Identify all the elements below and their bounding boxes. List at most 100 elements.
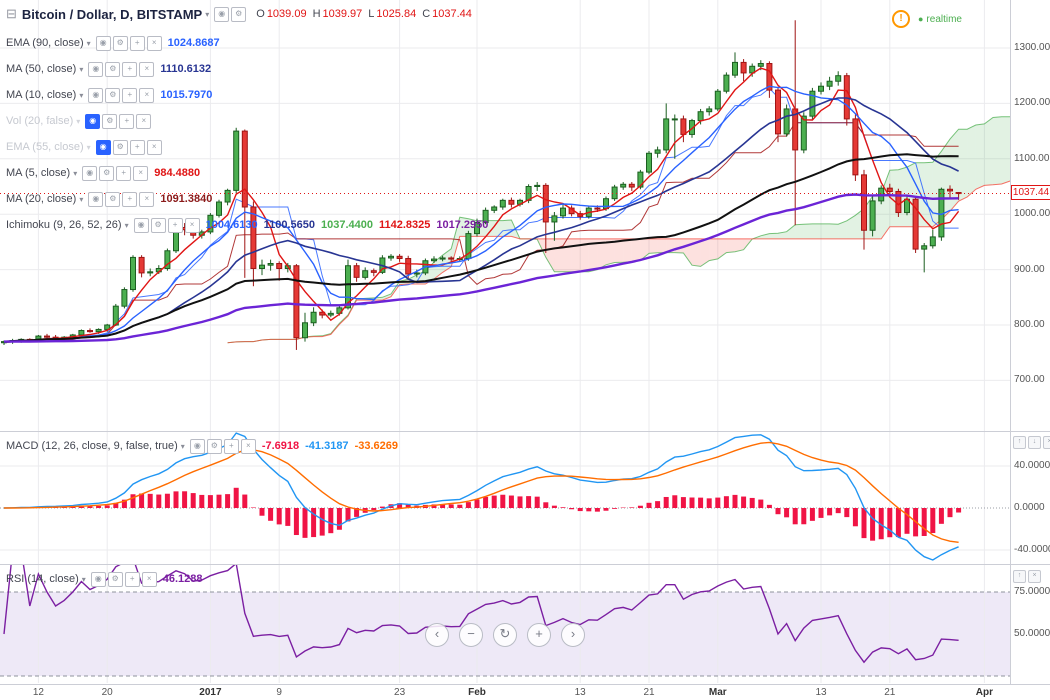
- pane-close-button[interactable]: ×: [1028, 570, 1041, 583]
- pane-divider[interactable]: [0, 564, 1050, 565]
- scroll-right-button[interactable]: ›: [561, 623, 585, 647]
- indicator-label[interactable]: Vol (20, false): [6, 115, 74, 127]
- eye-icon-button[interactable]: ◉: [189, 438, 205, 454]
- eye-icon-button[interactable]: ◉: [214, 6, 230, 22]
- chevron-down-icon[interactable]: ▾: [76, 116, 81, 126]
- pane-move-up-button[interactable]: ↑: [1013, 570, 1026, 583]
- scroll-left-button[interactable]: ‹: [425, 623, 449, 647]
- pane-move-down-button[interactable]: ↓: [1028, 436, 1041, 449]
- close-icon-button[interactable]: ×: [141, 571, 157, 587]
- eye-icon-button[interactable]: ◉: [88, 87, 104, 103]
- eye-icon-button[interactable]: ◉: [88, 191, 104, 207]
- zoom-out-button[interactable]: −: [459, 623, 483, 647]
- settings-icon-button[interactable]: ⚙: [105, 87, 121, 103]
- add-icon-button[interactable]: +: [122, 191, 138, 207]
- add-icon-button[interactable]: +: [167, 217, 183, 233]
- indicator-value: 1017.2950: [436, 219, 489, 231]
- zoom-in-button[interactable]: +: [527, 623, 551, 647]
- close-icon-button[interactable]: ×: [139, 87, 155, 103]
- add-icon-button[interactable]: +: [129, 35, 145, 51]
- chevron-down-icon[interactable]: ▾: [180, 441, 185, 451]
- rsi-pane-buttons: ↑ ×: [1013, 570, 1043, 583]
- indicator-label[interactable]: MA (20, close): [6, 193, 77, 205]
- open-label: O: [256, 8, 265, 20]
- indicator-label[interactable]: Ichimoku (9, 26, 52, 26): [6, 219, 122, 231]
- add-icon-button[interactable]: +: [122, 61, 138, 77]
- indicator-row: EMA (90, close) ▾ ◉ ⚙ + × 1024.8687: [6, 34, 488, 52]
- indicator-row: EMA (55, close) ▾ ◉ ⚙ + ×: [6, 138, 488, 156]
- indicator-label[interactable]: EMA (55, close): [6, 141, 84, 153]
- settings-icon-button[interactable]: ⚙: [231, 6, 247, 22]
- close-icon-button[interactable]: ×: [136, 113, 152, 129]
- add-icon-button[interactable]: +: [129, 139, 145, 155]
- indicator-row: Ichimoku (9, 26, 52, 26) ▾ ◉ ⚙ + × 1004.6130 11…: [6, 216, 488, 234]
- close-icon-button[interactable]: ×: [139, 191, 155, 207]
- reset-chart-button[interactable]: ↻: [493, 623, 517, 647]
- eye-icon-button[interactable]: ◉: [95, 139, 111, 155]
- indicator-label[interactable]: MACD (12, 26, close, 9, false, true): [6, 440, 178, 452]
- macd-chart-canvas[interactable]: [0, 432, 1010, 564]
- pane-move-up-button[interactable]: ↑: [1013, 436, 1026, 449]
- settings-icon-button[interactable]: ⚙: [105, 61, 121, 77]
- chevron-down-icon[interactable]: ▾: [124, 220, 129, 230]
- add-icon-button[interactable]: +: [119, 113, 135, 129]
- settings-icon-button[interactable]: ⚙: [102, 113, 118, 129]
- price-tick-label: 900.00: [1014, 263, 1045, 275]
- settings-icon-button[interactable]: ⚙: [112, 35, 128, 51]
- indicator-label[interactable]: RSI (14, close): [6, 573, 79, 585]
- price-axis[interactable]: 1300.00 1200.00 1100.00 1000.00 900.00 800.00…: [1010, 0, 1050, 684]
- close-value: 1037.44: [432, 8, 472, 20]
- price-chart-canvas[interactable]: [0, 0, 1010, 431]
- chevron-down-icon[interactable]: ▾: [86, 38, 91, 48]
- chevron-down-icon[interactable]: ▾: [81, 574, 86, 584]
- indicator-label[interactable]: MA (50, close): [6, 63, 77, 75]
- close-icon-button[interactable]: ×: [184, 217, 200, 233]
- chart-layout-icon[interactable]: ⊟: [6, 6, 17, 21]
- chevron-down-icon[interactable]: ▾: [79, 194, 84, 204]
- last-price-tag: 1037.44: [1011, 185, 1050, 201]
- add-icon-button[interactable]: +: [223, 438, 239, 454]
- eye-icon-button[interactable]: ◉: [95, 35, 111, 51]
- chevron-down-icon[interactable]: ▾: [79, 90, 84, 100]
- rsi-pane[interactable]: RSI (14, close) ▾ ◉ ⚙ + × 46.1288 ‹ − ↻ + ›: [0, 565, 1010, 683]
- macd-pane[interactable]: MACD (12, 26, close, 9, false, true) ▾ ◉ ⚙ +…: [0, 432, 1010, 564]
- pane-close-button[interactable]: ×: [1043, 436, 1050, 449]
- chevron-down-icon[interactable]: ▾: [86, 142, 91, 152]
- close-icon-button[interactable]: ×: [240, 438, 256, 454]
- pane-divider[interactable]: [0, 431, 1050, 432]
- eye-icon-button[interactable]: ◉: [88, 61, 104, 77]
- chevron-down-icon[interactable]: ▾: [73, 168, 78, 178]
- close-icon-button[interactable]: ×: [146, 139, 162, 155]
- close-icon-button[interactable]: ×: [133, 165, 149, 181]
- settings-icon-button[interactable]: ⚙: [112, 139, 128, 155]
- settings-icon-button[interactable]: ⚙: [206, 438, 222, 454]
- indicator-value: 984.4880: [154, 167, 201, 179]
- settings-icon-button[interactable]: ⚙: [99, 165, 115, 181]
- close-icon-button[interactable]: ×: [146, 35, 162, 51]
- indicator-label[interactable]: MA (5, close): [6, 167, 71, 179]
- eye-icon-button[interactable]: ◉: [85, 113, 101, 129]
- add-icon-button[interactable]: +: [116, 165, 132, 181]
- macd-tick-label: 40.0000: [1014, 460, 1050, 471]
- settings-icon-button[interactable]: ⚙: [107, 571, 123, 587]
- settings-icon-button[interactable]: ⚙: [105, 191, 121, 207]
- ohlc-readout: O 1039.09 H 1039.97 L 1025.84 C 1037.44: [256, 8, 478, 20]
- settings-icon-button[interactable]: ⚙: [150, 217, 166, 233]
- time-axis-label: 13: [574, 687, 586, 698]
- indicator-label[interactable]: MA (10, close): [6, 89, 77, 101]
- add-icon-button[interactable]: +: [124, 571, 140, 587]
- close-icon-button[interactable]: ×: [139, 61, 155, 77]
- eye-icon-button[interactable]: ◉: [82, 165, 98, 181]
- chevron-down-icon[interactable]: ▾: [205, 9, 210, 19]
- indicator-label[interactable]: EMA (90, close): [6, 37, 84, 49]
- add-icon-button[interactable]: +: [122, 87, 138, 103]
- warning-icon[interactable]: !: [891, 10, 910, 28]
- eye-icon-button[interactable]: ◉: [133, 217, 149, 233]
- time-axis[interactable]: 12 20 2017 9 23 Feb 13 21 Mar 13 21 Apr: [0, 684, 1050, 700]
- eye-icon-button[interactable]: ◉: [90, 571, 106, 587]
- symbol-title[interactable]: Bitcoin / Dollar, D, BITSTAMP: [21, 6, 203, 22]
- macd-tick-label: 0.0000: [1014, 502, 1045, 513]
- price-tick-label: 1100.00: [1014, 152, 1050, 164]
- chevron-down-icon[interactable]: ▾: [79, 64, 84, 74]
